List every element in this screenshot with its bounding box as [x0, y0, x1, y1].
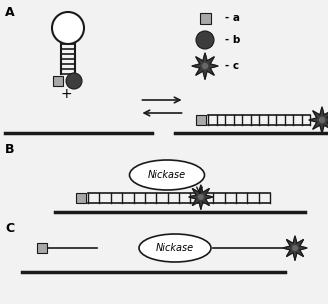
Polygon shape — [192, 53, 218, 79]
Text: - b: - b — [225, 35, 240, 45]
Text: - a: - a — [225, 13, 240, 23]
Polygon shape — [283, 236, 307, 260]
Circle shape — [198, 194, 204, 200]
Text: +: + — [60, 87, 72, 101]
Text: C: C — [5, 222, 14, 235]
Circle shape — [319, 117, 325, 123]
Polygon shape — [189, 185, 213, 209]
Bar — [37, 243, 47, 253]
Text: A: A — [5, 6, 15, 19]
Circle shape — [292, 245, 298, 251]
Ellipse shape — [130, 160, 204, 190]
Circle shape — [66, 73, 82, 89]
Text: Nickase: Nickase — [156, 243, 194, 253]
Polygon shape — [309, 107, 328, 133]
Text: Nickase: Nickase — [148, 170, 186, 180]
Text: - c: - c — [225, 61, 239, 71]
Circle shape — [52, 12, 84, 44]
Bar — [53, 76, 63, 86]
Bar — [76, 193, 86, 203]
Circle shape — [196, 31, 214, 49]
Ellipse shape — [139, 234, 211, 262]
Text: B: B — [5, 143, 14, 156]
Bar — [196, 115, 206, 125]
Bar — [199, 12, 211, 23]
Circle shape — [202, 63, 208, 69]
